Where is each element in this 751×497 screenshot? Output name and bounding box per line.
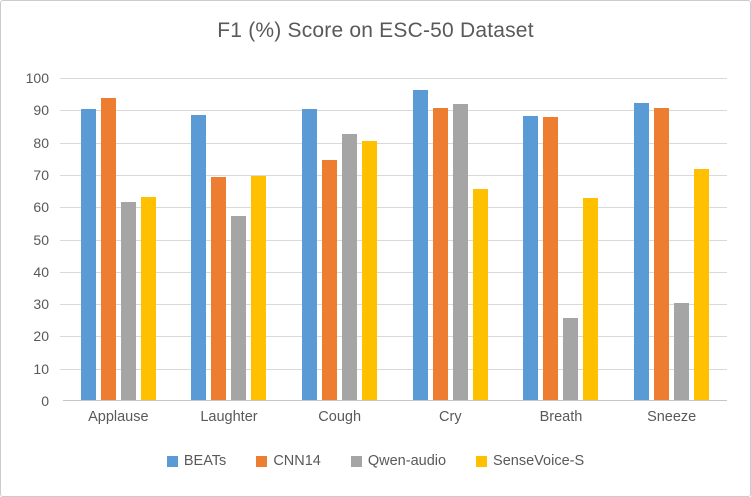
y-tick-label-70: 70 — [33, 166, 49, 183]
bar-sensevoice-s-laughter — [251, 176, 267, 400]
plot-area — [60, 78, 727, 401]
chart-title: F1 (%) Score on ESC-50 Dataset — [217, 19, 534, 42]
bar-cnn14-sneeze — [654, 108, 670, 400]
legend-label-beats: BEATs — [183, 453, 227, 469]
y-tick-label-30: 30 — [33, 296, 49, 313]
y-tick-label-50: 50 — [33, 231, 49, 248]
x-tick-label-applause: Applause — [88, 409, 149, 425]
gridline-40 — [60, 271, 727, 273]
legend-label-qwen-audio: Qwen-audio — [367, 453, 447, 469]
bar-qwen-audio-applause — [120, 202, 136, 400]
bar-beats-applause — [80, 108, 96, 400]
bar-beats-cough — [302, 108, 318, 400]
bar-group-breath — [506, 116, 617, 400]
bar-qwen-audio-sneeze — [674, 303, 690, 400]
y-tick-label-90: 90 — [33, 102, 49, 119]
y-tick-label-20: 20 — [33, 328, 49, 345]
bar-cnn14-laughter — [211, 177, 227, 400]
gridline-80 — [60, 142, 727, 144]
bar-group-cough — [284, 108, 395, 400]
x-tick-label-cry: Cry — [439, 409, 462, 425]
x-axis: Applause Laughter Cough Cry Breath Sneeze — [63, 409, 727, 429]
legend-label-cnn14: CNN14 — [273, 453, 321, 469]
bar-group-sneeze — [616, 103, 727, 400]
bar-qwen-audio-cough — [342, 133, 358, 400]
y-tick-label-100: 100 — [25, 70, 49, 86]
legend-label-sensevoice-s: SenseVoice-S — [493, 453, 585, 469]
gridline-50 — [60, 239, 727, 241]
y-axis: 0 10 20 30 40 50 60 70 80 90 100 — [1, 70, 49, 409]
y-tick-label-0: 0 — [41, 393, 49, 409]
gridline-90 — [60, 110, 727, 112]
x-tick-label-breath: Breath — [539, 409, 583, 425]
bar-cnn14-applause — [100, 98, 116, 400]
y-tick-label-60: 60 — [33, 199, 49, 216]
gridline-70 — [60, 174, 727, 176]
legend-marker-cnn14 — [256, 455, 268, 467]
bar-beats-laughter — [191, 115, 207, 400]
bar-beats-cry — [412, 89, 428, 400]
x-tick-label-cough: Cough — [318, 409, 362, 425]
legend-item-beats: BEATs — [166, 453, 227, 469]
bar-group-laughter — [174, 115, 285, 400]
bar-cnn14-cry — [432, 107, 448, 400]
x-tick-label-sneeze: Sneeze — [647, 409, 697, 425]
x-tick-label-laughter: Laughter — [200, 409, 258, 425]
y-tick-label-40: 40 — [33, 263, 49, 280]
bar-qwen-audio-breath — [563, 317, 579, 400]
legend-marker-sensevoice-s — [476, 455, 488, 467]
gridline-100 — [60, 78, 727, 79]
bar-group-applause — [63, 98, 174, 400]
legend-marker-qwen-audio — [350, 455, 362, 467]
legend-marker-beats — [166, 455, 178, 467]
gridline-30 — [60, 304, 727, 306]
bar-cnn14-cough — [322, 160, 338, 400]
legend-item-cnn14: CNN14 — [256, 453, 321, 469]
bar-cnn14-breath — [543, 117, 559, 400]
bar-qwen-audio-cry — [452, 104, 468, 400]
y-tick-label-80: 80 — [33, 134, 49, 151]
gridline-20 — [60, 336, 727, 338]
bar-group-cry — [395, 89, 506, 400]
bar-sensevoice-s-applause — [140, 197, 156, 400]
bar-sensevoice-s-breath — [583, 198, 599, 400]
legend: BEATs CNN14 Qwen-audio SenseVoice-S — [1, 453, 750, 469]
gridline-10 — [60, 368, 727, 370]
y-tick-label-10: 10 — [33, 360, 49, 377]
bar-beats-breath — [523, 116, 539, 400]
bar-beats-sneeze — [634, 103, 650, 400]
bar-sensevoice-s-cry — [472, 188, 488, 400]
bar-sensevoice-s-sneeze — [694, 169, 710, 400]
bar-sensevoice-s-cough — [362, 140, 378, 400]
legend-item-qwen-audio: Qwen-audio — [350, 453, 447, 469]
gridline-60 — [60, 207, 727, 209]
bar-qwen-audio-laughter — [231, 215, 247, 400]
legend-item-sensevoice-s: SenseVoice-S — [476, 453, 584, 469]
